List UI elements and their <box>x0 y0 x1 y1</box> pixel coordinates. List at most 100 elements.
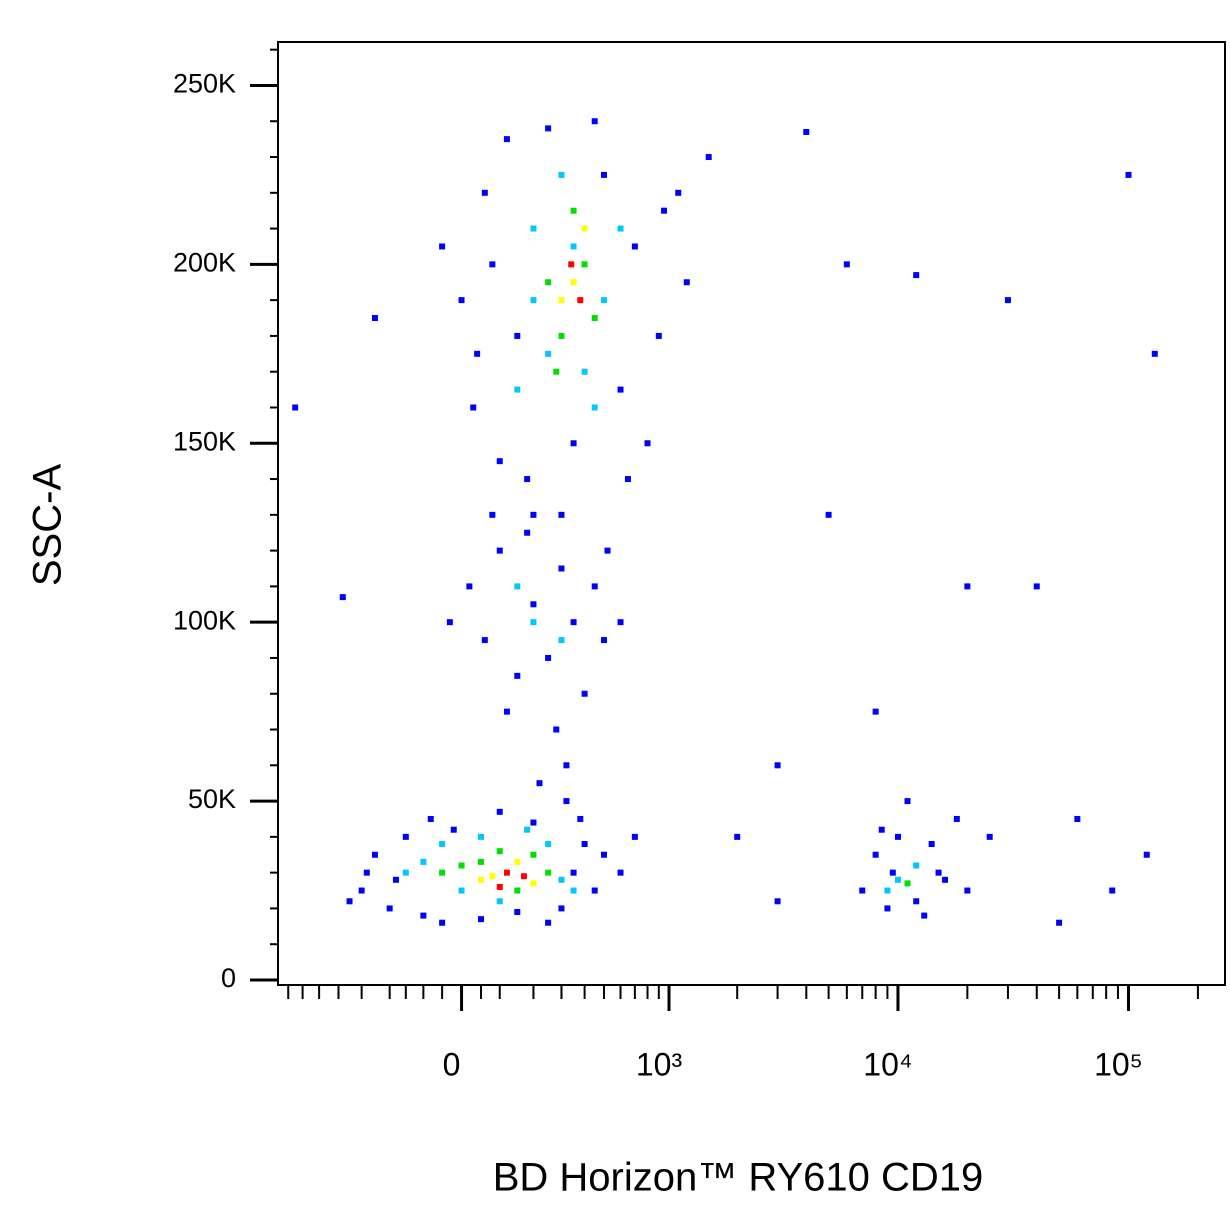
data-point <box>503 708 510 715</box>
data-point <box>563 762 570 769</box>
data-point <box>520 873 527 880</box>
data-point <box>884 905 891 912</box>
data-point <box>524 476 531 483</box>
data-point <box>371 851 378 858</box>
data-point <box>570 279 577 286</box>
data-point <box>825 511 832 518</box>
data-point <box>568 261 575 268</box>
data-point <box>386 905 393 912</box>
data-point <box>514 909 521 916</box>
data-point <box>570 619 577 626</box>
data-point <box>591 887 598 894</box>
x-tick-label: 0 <box>443 1046 461 1082</box>
data-point <box>530 225 537 232</box>
data-point <box>617 386 624 393</box>
data-point <box>496 883 503 890</box>
data-point <box>942 876 949 883</box>
data-point <box>889 869 896 876</box>
data-point <box>644 440 651 447</box>
data-point <box>558 637 565 644</box>
data-point <box>496 547 503 554</box>
data-point <box>496 808 503 815</box>
data-point <box>553 368 560 375</box>
data-point <box>904 880 911 887</box>
data-point <box>558 171 565 178</box>
data-point <box>1143 851 1150 858</box>
data-point <box>503 136 510 143</box>
plot-frame <box>277 41 1226 986</box>
data-point <box>591 583 598 590</box>
data-point <box>928 841 935 848</box>
data-point <box>675 189 682 196</box>
data-point <box>1004 297 1011 304</box>
data-point <box>402 869 409 876</box>
data-point <box>935 869 942 876</box>
data-point <box>803 128 810 135</box>
data-point <box>339 594 346 601</box>
data-point <box>536 780 543 787</box>
data-point <box>570 207 577 214</box>
data-point <box>604 547 611 554</box>
data-point <box>489 873 496 880</box>
data-point <box>591 315 598 322</box>
data-point <box>581 841 588 848</box>
data-point <box>530 819 537 826</box>
data-point <box>439 841 446 848</box>
data-point <box>913 898 920 905</box>
data-point <box>600 297 607 304</box>
data-point <box>581 690 588 697</box>
data-point <box>496 898 503 905</box>
data-point <box>904 798 911 805</box>
data-point <box>514 386 521 393</box>
data-point <box>545 919 552 926</box>
y-axis-label: SSC-A <box>26 464 70 587</box>
data-point <box>872 708 879 715</box>
data-point <box>496 848 503 855</box>
data-point <box>1033 583 1040 590</box>
y-tick-label: 250K <box>173 69 236 99</box>
data-point <box>427 815 434 822</box>
data-point <box>514 583 521 590</box>
data-point <box>524 529 531 536</box>
data-point <box>439 243 446 250</box>
data-point <box>371 315 378 322</box>
data-point <box>553 726 560 733</box>
data-point <box>446 619 453 626</box>
y-tick-label: 200K <box>173 247 236 277</box>
data-point <box>913 862 920 869</box>
data-point <box>439 869 446 876</box>
data-point <box>921 912 928 919</box>
data-point <box>489 261 496 268</box>
data-point <box>577 815 584 822</box>
data-point <box>514 332 521 339</box>
data-point <box>530 880 537 887</box>
data-point <box>489 511 496 518</box>
data-point <box>600 171 607 178</box>
data-point <box>581 261 588 268</box>
data-point <box>470 404 477 411</box>
y-tick-label: 150K <box>173 426 236 456</box>
data-point <box>600 637 607 644</box>
data-point <box>661 207 668 214</box>
data-point <box>545 350 552 357</box>
y-tick-label: 0 <box>221 963 236 993</box>
data-point <box>545 654 552 661</box>
data-point <box>477 858 484 865</box>
data-point <box>1151 350 1158 357</box>
data-point <box>402 833 409 840</box>
data-point <box>466 583 473 590</box>
data-point <box>600 851 607 858</box>
data-point <box>577 297 584 304</box>
data-point <box>953 815 960 822</box>
data-point <box>558 565 565 572</box>
data-point <box>458 862 465 869</box>
data-point <box>581 368 588 375</box>
data-point <box>581 225 588 232</box>
data-point <box>631 243 638 250</box>
data-point <box>358 887 365 894</box>
data-point <box>481 637 488 644</box>
data-point <box>894 833 901 840</box>
data-point <box>570 869 577 876</box>
data-point <box>1056 919 1063 926</box>
data-point <box>530 511 537 518</box>
